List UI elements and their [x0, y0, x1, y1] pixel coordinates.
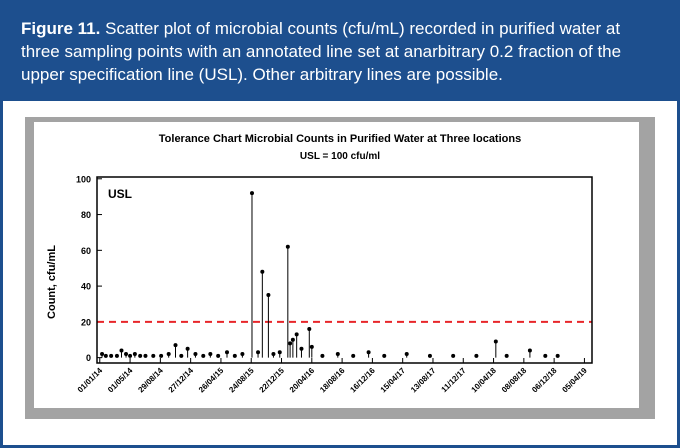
point: [290, 337, 295, 342]
point: [224, 350, 229, 355]
point: [128, 353, 133, 358]
point: [320, 353, 325, 358]
point: [294, 332, 299, 337]
point: [109, 353, 114, 358]
point: [119, 348, 124, 353]
point: [249, 191, 254, 196]
point: [451, 353, 456, 358]
y-tick-label: 40: [81, 282, 91, 292]
point: [179, 353, 184, 358]
point: [151, 353, 156, 358]
point: [555, 353, 560, 358]
point: [309, 344, 314, 349]
point: [366, 350, 371, 355]
y-tick-label: 80: [81, 210, 91, 220]
point: [138, 353, 143, 358]
point: [256, 350, 261, 355]
y-tick-label: 100: [76, 174, 91, 184]
point: [307, 327, 312, 332]
point: [527, 348, 532, 353]
chart-background: [34, 122, 639, 408]
point: [474, 353, 479, 358]
caption-text: Scatter plot of microbial counts (cfu/mL…: [21, 19, 622, 84]
point: [240, 352, 245, 357]
point: [185, 346, 190, 351]
point: [504, 353, 509, 358]
point: [277, 350, 282, 355]
point: [335, 352, 340, 357]
y-tick-label: 60: [81, 246, 91, 256]
point: [266, 293, 271, 298]
point: [260, 269, 265, 274]
point: [193, 352, 198, 357]
point: [232, 353, 237, 358]
y-tick-label: 20: [81, 317, 91, 327]
point: [124, 352, 129, 357]
point: [351, 353, 356, 358]
point: [285, 244, 290, 249]
point: [382, 353, 387, 358]
point: [114, 353, 119, 358]
caption-label: Figure 11.: [21, 19, 101, 38]
point: [299, 346, 304, 351]
y-tick-label: 0: [86, 353, 91, 363]
plot-frame: [96, 176, 593, 364]
point: [404, 352, 409, 357]
point: [288, 341, 293, 346]
point: [216, 353, 221, 358]
chart-subtitle: USL = 100 cfu/ml: [300, 151, 380, 162]
point: [159, 353, 164, 358]
point: [143, 353, 148, 358]
point: [493, 339, 498, 344]
point: [201, 353, 206, 358]
point: [166, 352, 171, 357]
point: [543, 353, 548, 358]
point: [208, 352, 213, 357]
point: [100, 352, 105, 357]
point: [103, 353, 108, 358]
point: [132, 352, 137, 357]
point: [427, 353, 432, 358]
caption: Figure 11. Scatter plot of microbial cou…: [3, 3, 677, 101]
point: [271, 352, 276, 357]
chart-title: Tolerance Chart Microbial Counts in Puri…: [159, 133, 521, 145]
annotation: USL: [108, 187, 132, 201]
y-axis-label: Count, cfu/mL: [46, 245, 58, 319]
point: [173, 343, 178, 348]
